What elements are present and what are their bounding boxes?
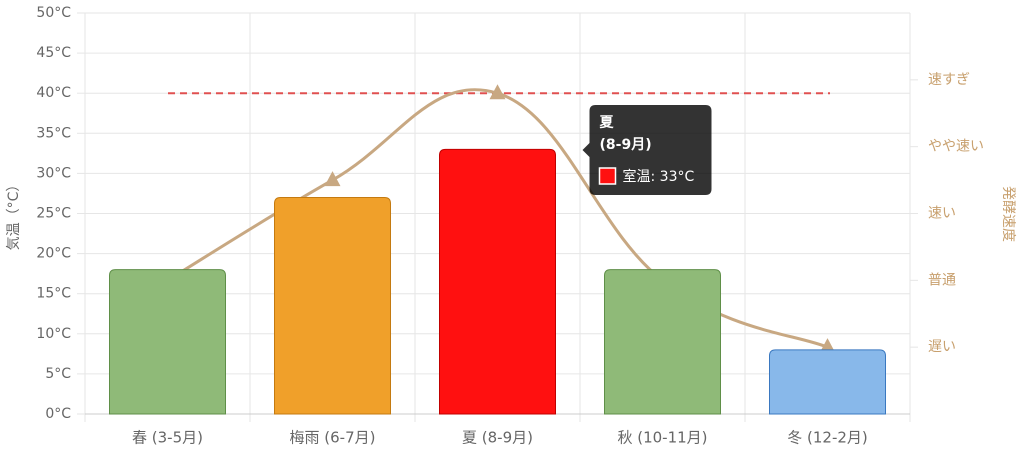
y2-tick-label: 普通 [928,272,956,288]
y-tick-label: 45°C [36,45,71,61]
tooltip: 夏 (8-9月) 室温: 33°C [582,105,712,195]
y-tick-label: 35°C [36,125,71,141]
y2-axis-title: 発酵速度 [1000,186,1016,242]
bar [274,196,391,415]
y-tick-label: 30°C [36,165,71,181]
y-tick-label: 5°C [45,366,71,382]
y2-tick-label: 速い [928,206,956,222]
bar [604,269,721,415]
speed-marker [324,171,341,187]
bar [769,349,886,415]
y-tick-label: 0°C [45,406,71,422]
y-tick-label: 20°C [36,246,71,262]
speed-marker [489,84,506,100]
y-tick-label: 40°C [36,85,71,101]
tooltip-title: 夏 [600,114,615,131]
y-axis-title: 気温（°C） [6,178,22,251]
x-tick-label: 春 (3-5月) [132,429,203,447]
y2-tick-label: やや速い [928,139,984,155]
y-tick-label: 15°C [36,286,71,302]
x-tick-label: 梅雨 (6-7月) [290,429,376,447]
tooltip-swatch [598,167,617,185]
y2-tick-label: 遅い [928,339,956,355]
y-tick-label: 25°C [36,206,71,222]
tooltip-label: 室温: 33°C [623,168,695,185]
tooltip-title: (8-9月) [600,137,652,153]
x-tick-label: 秋 (10-11月) [617,429,707,447]
bar [109,269,226,415]
x-tick-label: 夏 (8-9月) [462,429,533,447]
x-tick-label: 冬 (12-2月) [787,429,868,447]
y-tick-label: 50°C [36,5,71,21]
y-tick-label: 10°C [36,326,71,342]
y2-tick-label: 速すぎ [928,72,970,88]
bar [439,148,556,415]
